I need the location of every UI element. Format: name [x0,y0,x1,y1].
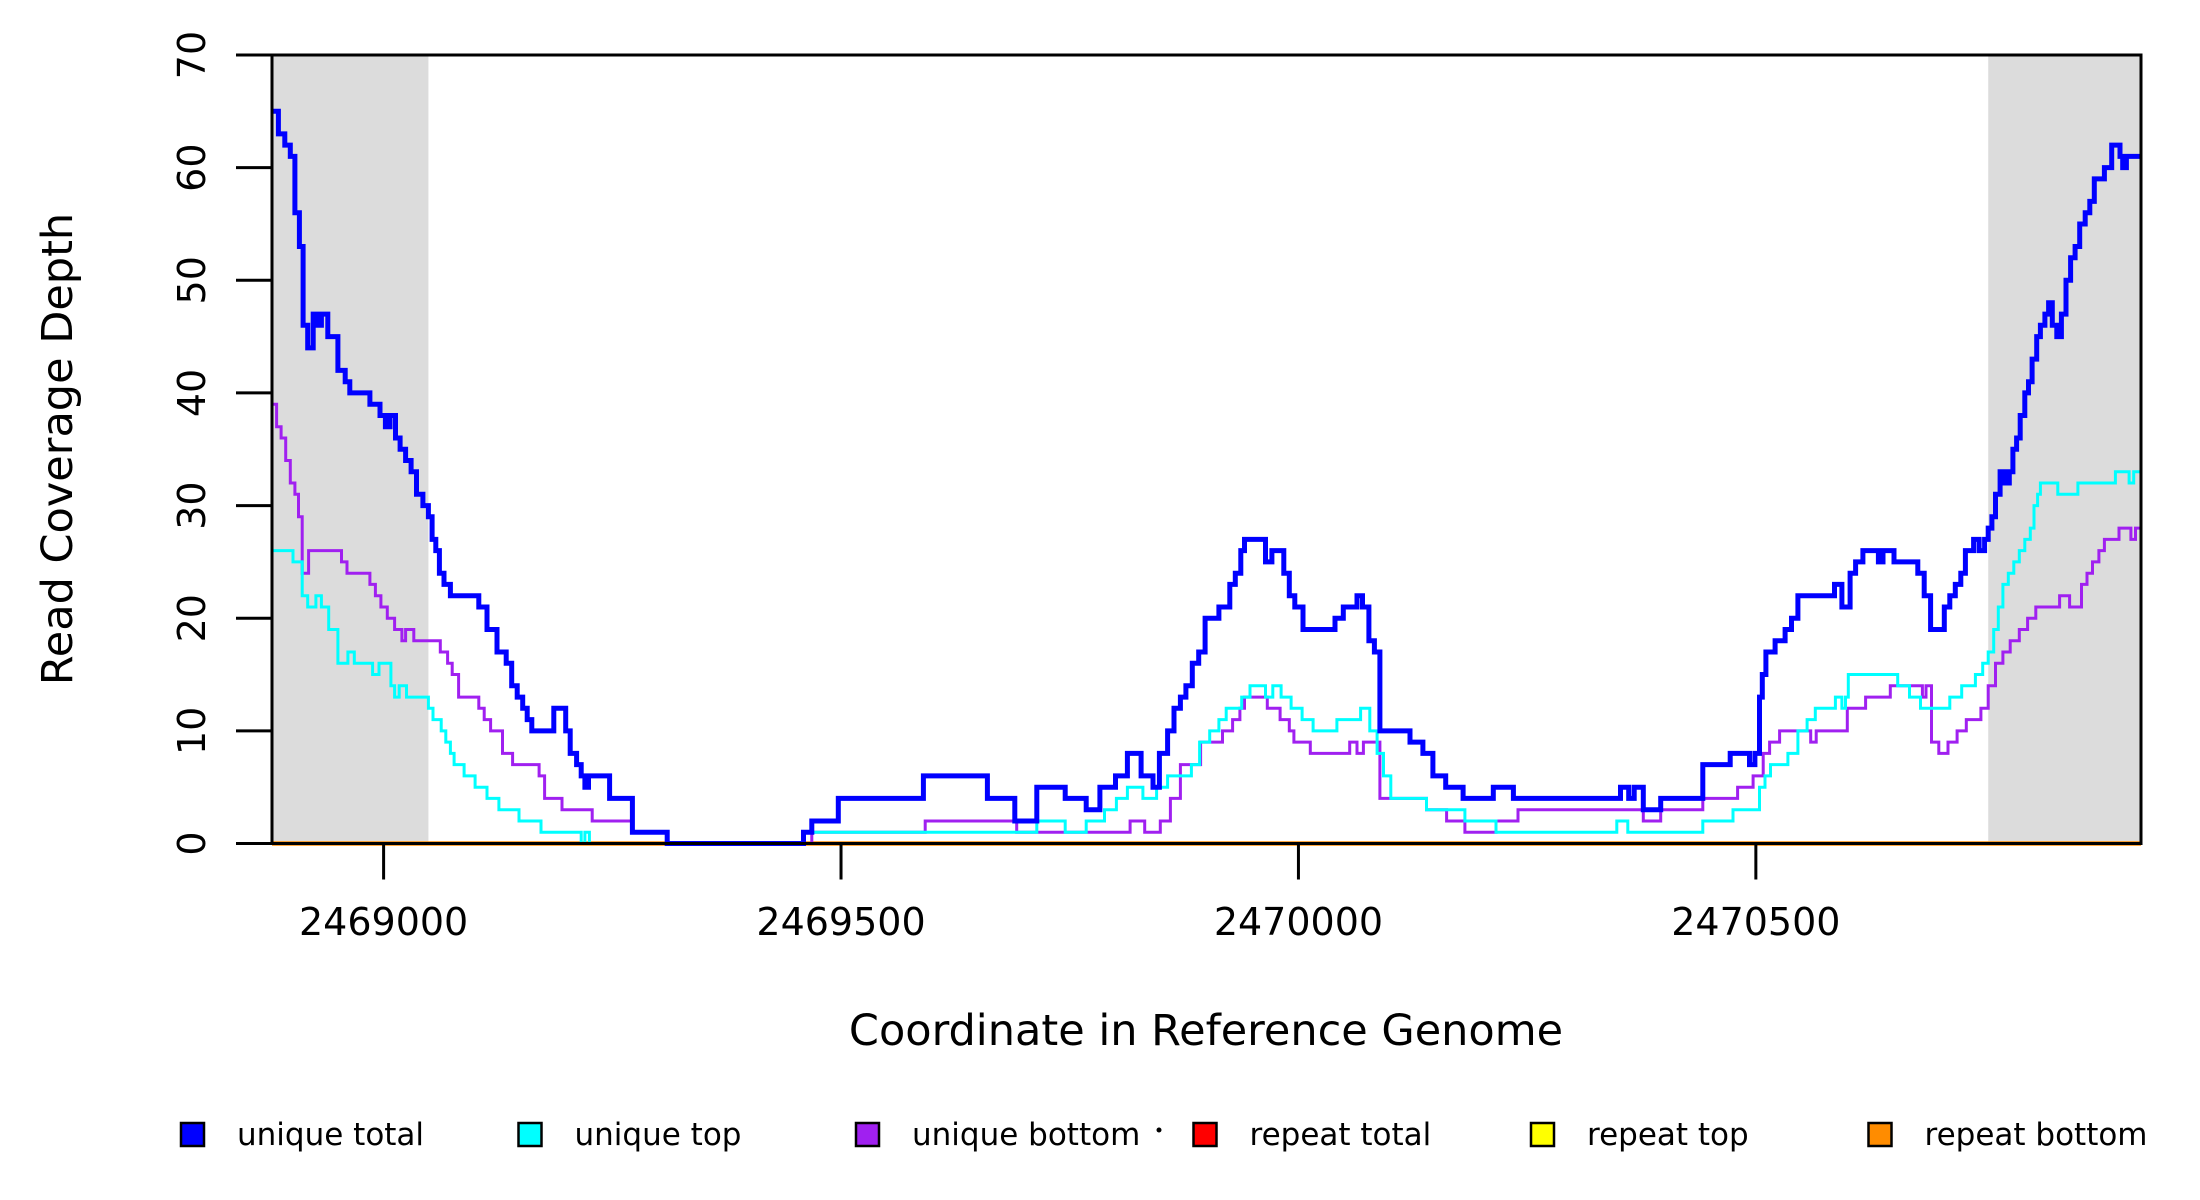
y-tick-label: 40 [170,369,214,417]
y-tick-label: 30 [170,481,214,529]
legend-swatch-unique-top [517,1121,543,1148]
series-unique-top [272,470,2141,845]
y-tick-label: 10 [170,707,214,755]
series-unique-total [272,108,2141,846]
y-axis-title: Read Coverage Depth [33,213,83,685]
y-tick-label: 20 [170,594,214,642]
x-tick-label: 2469000 [299,900,468,944]
y-tick-label: 60 [170,143,214,191]
x-tick-label: 2469500 [756,900,925,944]
x-tick-label: 2470500 [1671,900,1840,944]
plot-border [270,53,2143,845]
y-tick-label: 0 [170,831,214,855]
legend-label-unique-top: unique top [575,1117,742,1153]
y-tick-label: 50 [170,256,214,304]
legend-label-repeat-total: repeat total [1250,1117,1432,1153]
x-axis: 2469000 2469500 2470000 2470500 [299,843,1840,944]
legend-swatch-repeat-bottom [1867,1121,1893,1148]
stray-dot [1156,1127,1162,1133]
legend-swatch-unique-bottom [854,1121,881,1148]
y-axis: 0 10 20 30 40 50 60 70 [170,31,272,856]
legend-label-repeat-top: repeat top [1587,1117,1749,1153]
y-tick-label: 70 [170,31,214,79]
series-unique-bottom [272,402,2141,845]
legend-label-unique-bottom: unique bottom [912,1117,1140,1153]
coverage-series-lines [272,108,2141,846]
legend-swatch-repeat-total [1192,1121,1218,1148]
legend-label-repeat-bottom: repeat bottom [1925,1117,2148,1153]
x-axis-title: Coordinate in Reference Genome [849,1006,1563,1056]
legend-label-unique-total: unique total [237,1117,424,1153]
legend-swatch-unique-total [179,1121,206,1148]
chart-legend: unique total unique top unique bottom repea… [179,1117,2148,1153]
legend-swatch-repeat-top [1529,1121,1556,1148]
x-tick-label: 2470000 [1214,900,1383,944]
